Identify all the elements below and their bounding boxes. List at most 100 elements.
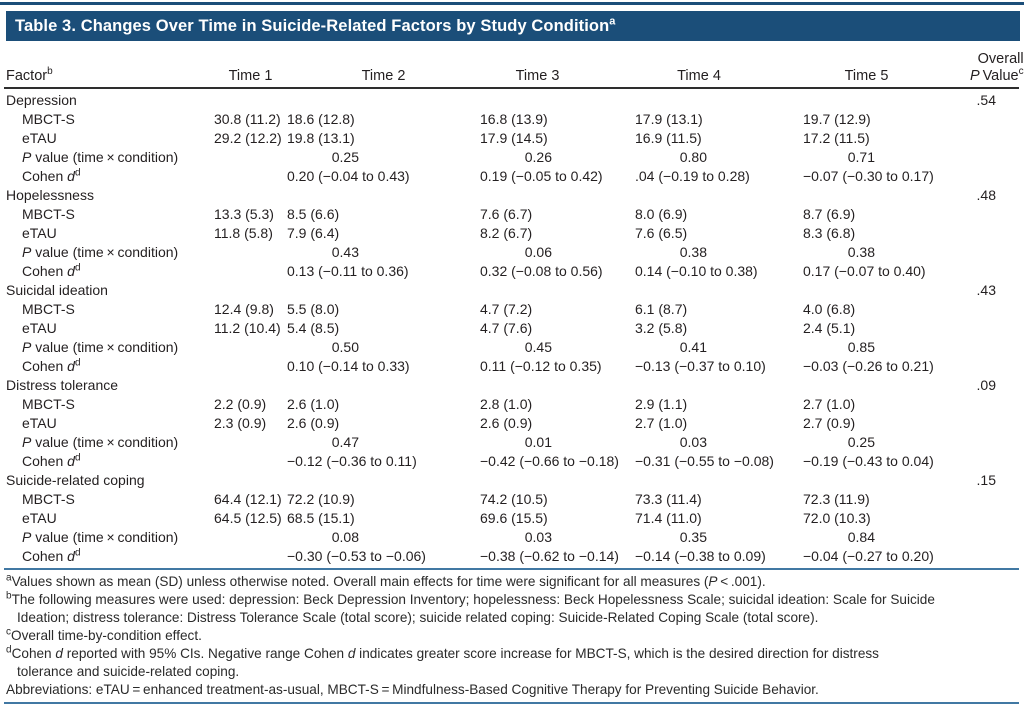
footnote-line: tolerance and suicide-related coping. <box>6 663 1018 681</box>
overall-p-value: .48 <box>976 187 996 203</box>
cohend-label: Cohen dd <box>4 357 214 376</box>
empty-cell <box>214 528 287 547</box>
pvalue-text: 0.03 <box>524 529 552 545</box>
mean-sd-cell: 2.6 (0.9) <box>480 415 533 431</box>
mean-sd-cell: 8.7 (6.9) <box>803 206 856 222</box>
empty-cell <box>214 281 287 300</box>
mean-sd-cell: 2.7 (1.0) <box>635 415 688 431</box>
cohend-cell: 0.10 (−0.14 to 0.33) <box>287 358 410 374</box>
empty-cell <box>214 167 287 186</box>
condition-row: eTAU 29.2 (12.2) 19.8 (13.1) 17.9 (14.5) 16.… <box>4 129 1020 148</box>
cohend-cell: −0.13 (−0.37 to 0.10) <box>635 358 766 374</box>
pvalue-text: 0.06 <box>524 244 552 260</box>
footnote-marker: b <box>6 590 12 602</box>
footnote-marker: c <box>6 626 11 638</box>
footnote-line: cOverall time-by-condition effect. <box>6 627 1018 645</box>
mean-sd-cell: 3.2 (5.8) <box>635 320 688 336</box>
table-title: Table 3. Changes Over Time in Suicide-Re… <box>15 17 610 35</box>
cohend-cell: −0.42 (−0.66 to −0.18) <box>480 453 619 469</box>
condition-row: eTAU 2.3 (0.9) 2.6 (0.9) 2.6 (0.9) 2.7 (1.0)… <box>4 414 1020 433</box>
mean-sd-cell: 74.2 (10.5) <box>480 491 548 507</box>
cohend-label: Cohen dd <box>4 547 214 566</box>
cohend-cell: −0.31 (−0.55 to −0.08) <box>635 453 774 469</box>
condition-row: MBCT-S 2.2 (0.9) 2.6 (1.0) 2.8 (1.0) 2.9 (1.… <box>4 395 1020 414</box>
label-segment: The following measures were used: depres… <box>11 592 935 607</box>
factor-label: Distress tolerance <box>6 377 119 393</box>
empty-cell <box>803 91 970 110</box>
mean-sd-cell: 13.3 (5.3) <box>214 206 274 222</box>
pvalue-row: P value (time × condition) 0.08 0.03 0.35 0.… <box>4 528 1020 547</box>
mean-sd-cell: 2.9 (1.1) <box>635 396 688 412</box>
empty-cell <box>970 490 1020 509</box>
condition-label: MBCT-S <box>22 206 75 222</box>
pvalue-cell: 0.41 <box>635 338 803 357</box>
empty-cell <box>970 547 1020 566</box>
cohend-cell: −0.04 (−0.27 to 0.20) <box>803 548 934 564</box>
pvalue-text: 0.03 <box>679 434 707 450</box>
column-header-row: Factorb Time 1 Time 2 Time 3 Time 4 Time… <box>4 41 1024 86</box>
top-rule <box>0 2 1024 5</box>
cohend-cell: 0.11 (−0.12 to 0.35) <box>480 358 602 374</box>
label-segment: value (time × condition) <box>31 339 179 355</box>
mean-sd-cell: 2.7 (0.9) <box>803 415 856 431</box>
empty-cell <box>970 224 1020 243</box>
cohend-row: Cohen dd 0.13 (−0.11 to 0.36) 0.32 (−0.08 … <box>4 262 1020 281</box>
pvalue-text: 0.26 <box>524 149 552 165</box>
pvalue-text: 0.47 <box>331 434 359 450</box>
pvalue-cell: 0.50 <box>287 338 480 357</box>
pvalue-cell: 0.47 <box>287 433 480 452</box>
mean-sd-cell: 4.7 (7.2) <box>480 301 533 317</box>
empty-cell <box>287 376 480 395</box>
cohend-row: Cohen dd −0.30 (−0.53 to −0.06) −0.38 (−0.… <box>4 547 1020 566</box>
empty-cell <box>214 148 287 167</box>
header-rule <box>4 87 1019 89</box>
mean-sd-cell: 73.3 (11.4) <box>635 491 702 507</box>
pvalue-row: P value (time × condition) 0.43 0.06 0.38 0.… <box>4 243 1020 262</box>
empty-cell <box>970 509 1020 528</box>
mean-sd-cell: 8.2 (6.7) <box>480 225 533 241</box>
empty-cell <box>803 281 970 300</box>
section-row: Depression .54 <box>4 91 1020 110</box>
pvalue-text: 0.25 <box>331 149 359 165</box>
overall-footnote-marker: c <box>1018 66 1024 78</box>
overall-p-value: .43 <box>976 282 996 298</box>
pvalue-cell: 0.25 <box>803 433 970 452</box>
pvalue-cell: 0.03 <box>635 433 803 452</box>
pvalue-row: P value (time × condition) 0.50 0.45 0.41 0.… <box>4 338 1020 357</box>
cohend-cell: 0.32 (−0.08 to 0.56) <box>480 263 603 279</box>
empty-cell <box>970 338 1020 357</box>
cohend-label: Cohen dd <box>4 167 214 186</box>
factor-label: Depression <box>6 92 77 108</box>
empty-cell <box>635 471 803 490</box>
pvalue-text: 0.84 <box>847 529 875 545</box>
mean-sd-cell: 6.1 (8.7) <box>635 301 688 317</box>
empty-cell <box>287 186 480 205</box>
mean-sd-cell: 2.6 (0.9) <box>287 415 340 431</box>
mean-sd-cell: 2.6 (1.0) <box>287 396 340 412</box>
empty-cell <box>480 186 635 205</box>
label-segment: d <box>347 646 356 661</box>
empty-cell <box>635 186 803 205</box>
mean-sd-cell: 72.2 (10.9) <box>287 491 355 507</box>
pvalue-text: 0.45 <box>524 339 552 355</box>
empty-cell <box>635 281 803 300</box>
mean-sd-cell: 72.3 (11.9) <box>803 491 870 507</box>
empty-cell <box>214 243 287 262</box>
cohend-cell: 0.17 (−0.07 to 0.40) <box>803 263 926 279</box>
label-segment: d <box>55 646 63 661</box>
empty-cell <box>480 471 635 490</box>
label-segment: d <box>67 548 75 564</box>
pvalue-text: 0.71 <box>847 149 875 165</box>
overall-p-value: .09 <box>976 377 996 393</box>
mean-sd-cell: 16.9 (11.5) <box>635 130 702 146</box>
mean-sd-cell: 30.8 (11.2) <box>214 111 281 127</box>
empty-cell <box>970 357 1020 376</box>
factor-label: Suicide-related coping <box>6 472 145 488</box>
condition-row: MBCT-S 13.3 (5.3) 8.5 (6.6) 7.6 (6.7) 8.0 (6… <box>4 205 1020 224</box>
footnote-line: aValues shown as mean (SD) unless otherw… <box>6 573 1018 591</box>
label-segment: P <box>22 149 32 165</box>
pvalue-label: P value (time × condition) <box>4 433 214 452</box>
column-header-time3: Time 3 <box>515 68 560 84</box>
label-segment: Cohen <box>22 548 68 564</box>
label-segment: value (time × condition) <box>31 244 179 260</box>
